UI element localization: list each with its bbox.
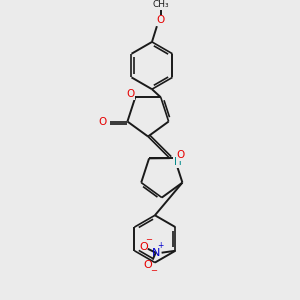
Text: H: H — [174, 157, 182, 167]
Text: O: O — [143, 260, 152, 269]
Text: O: O — [99, 116, 107, 127]
Text: O: O — [157, 15, 165, 25]
Text: CH₃: CH₃ — [152, 0, 169, 9]
Text: −: − — [145, 236, 152, 244]
Text: O: O — [126, 89, 134, 99]
Text: O: O — [140, 242, 148, 252]
Text: +: + — [158, 241, 164, 250]
Text: −: − — [150, 266, 157, 275]
Text: N: N — [152, 248, 160, 258]
Text: O: O — [176, 150, 184, 161]
